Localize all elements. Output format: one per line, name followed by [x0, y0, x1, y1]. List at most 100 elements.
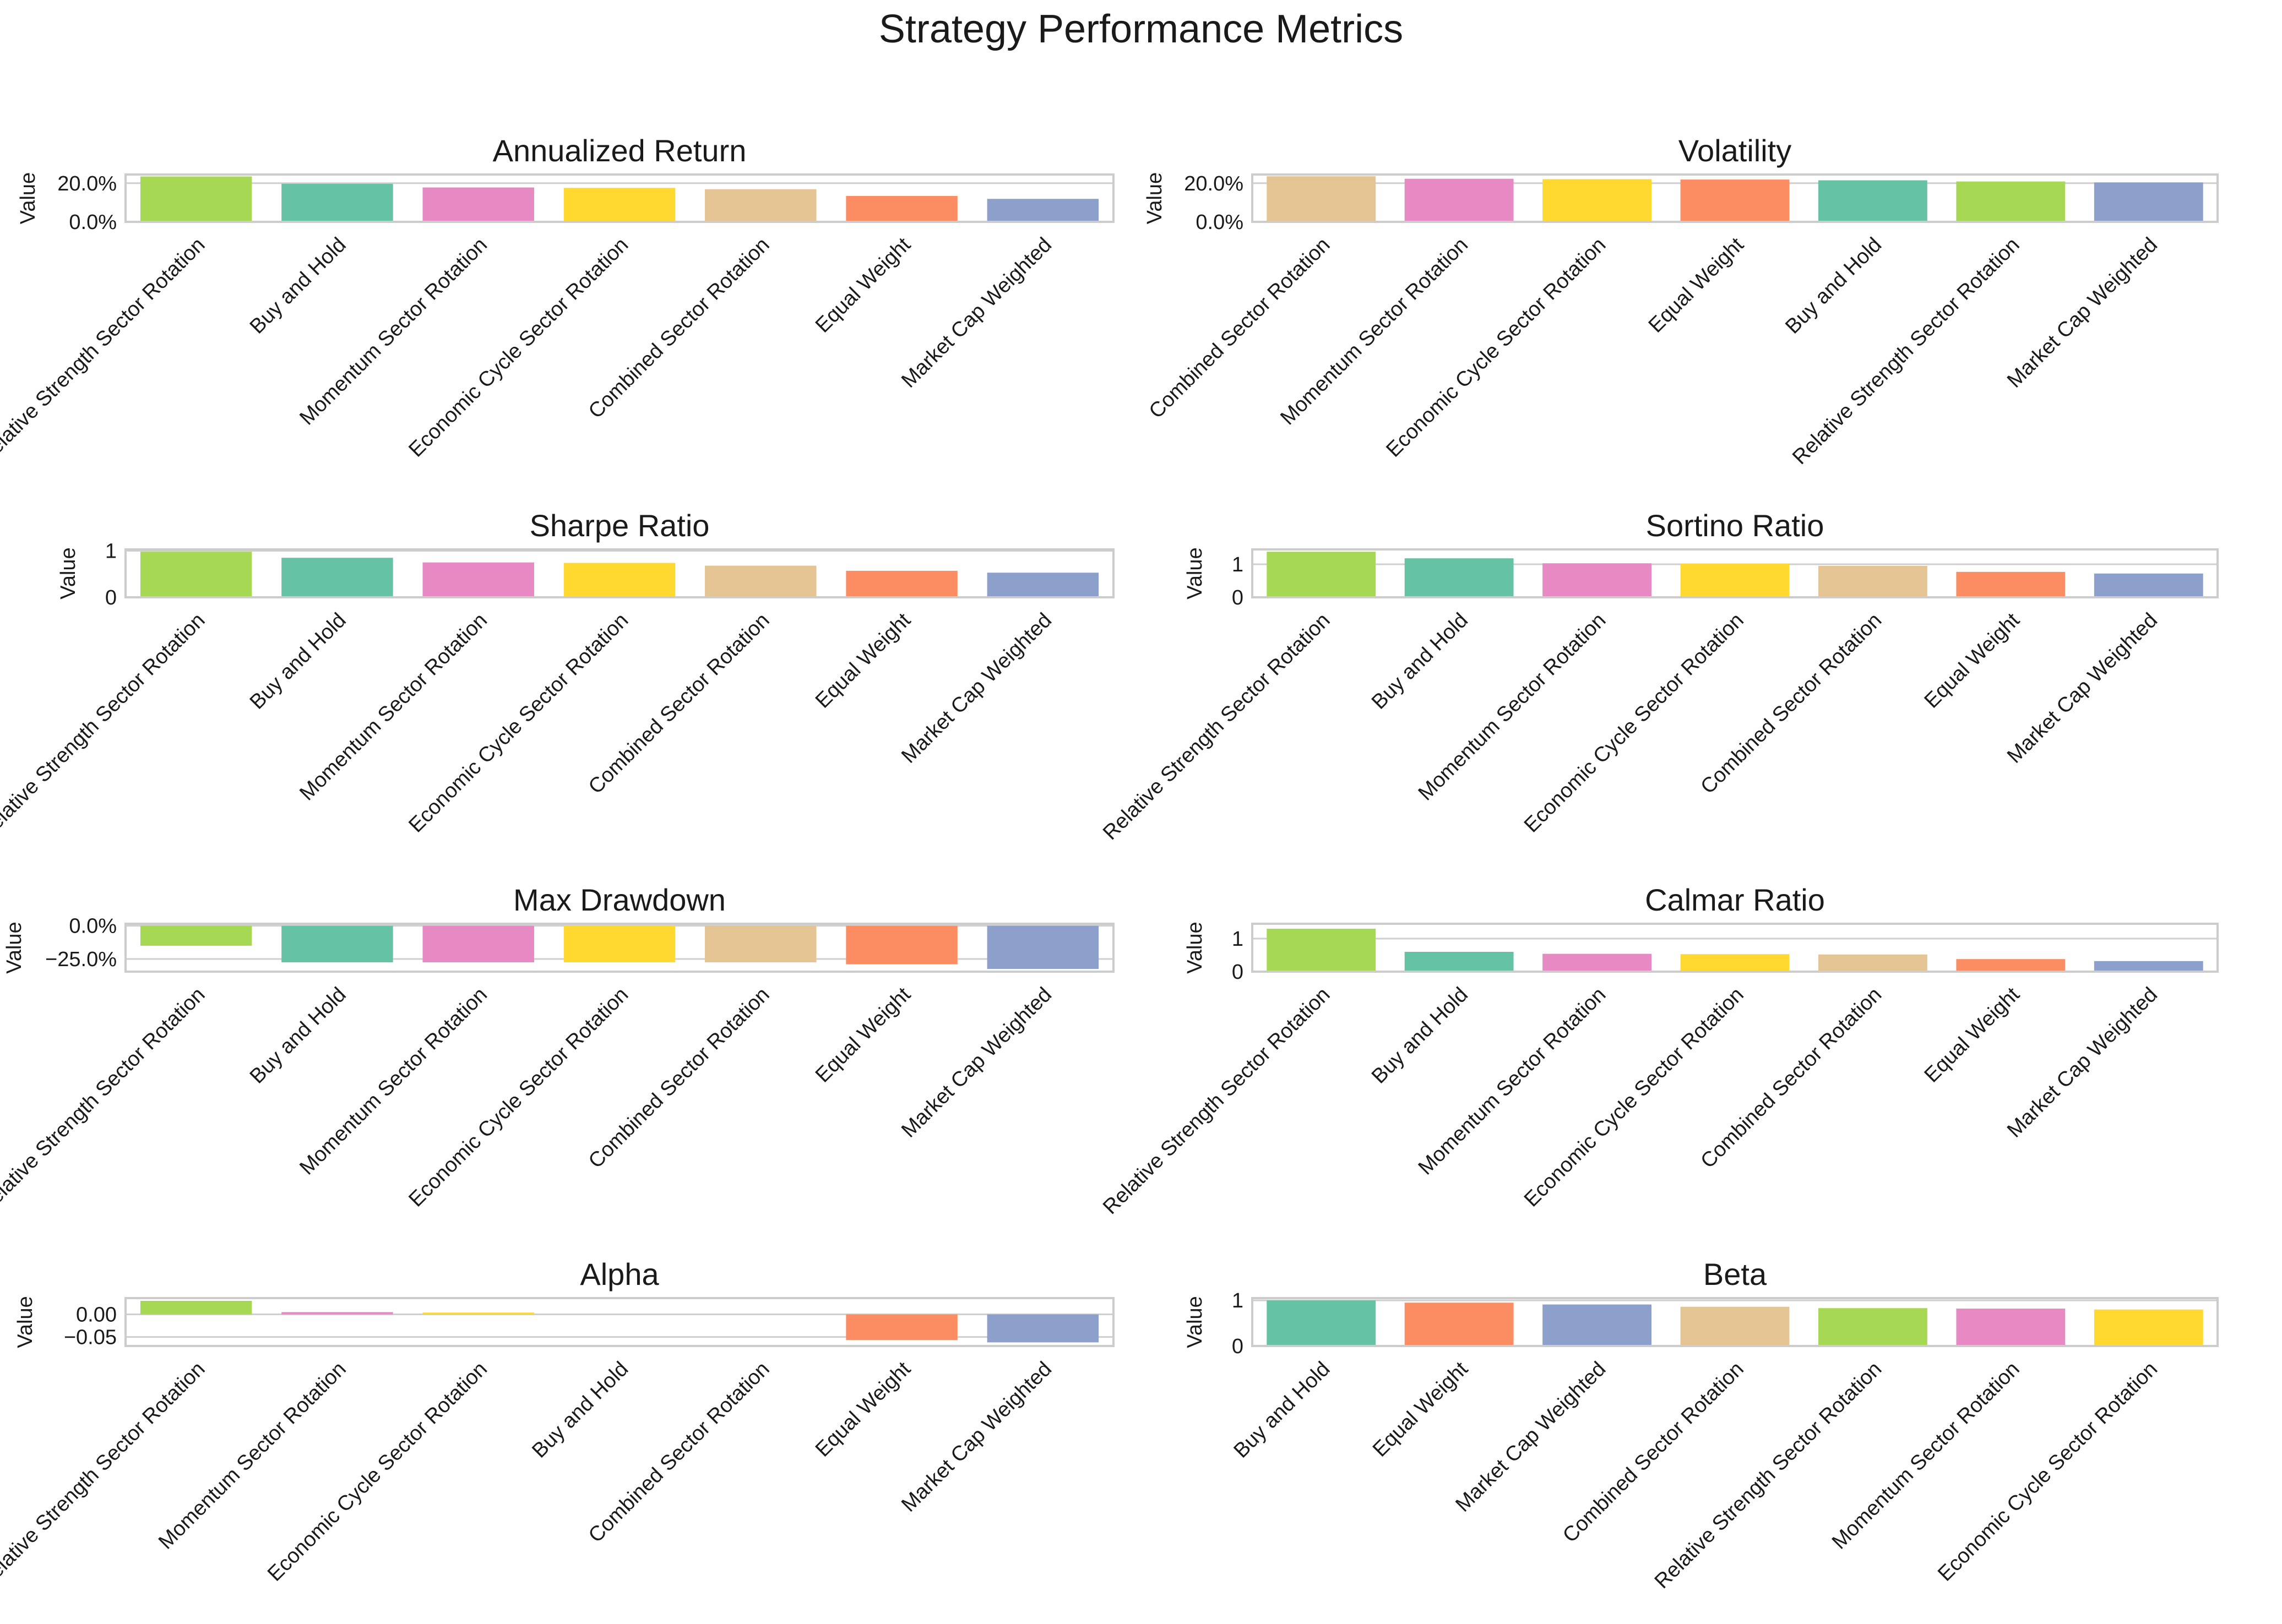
- x-tick-label: Equal Weight: [811, 233, 915, 337]
- bar: [140, 1300, 252, 1315]
- x-tick-label: Buy and Hold: [1367, 609, 1473, 714]
- x-tick-label: Relative Strength Sector Rotation: [1650, 1358, 1886, 1593]
- x-tick-label: Economic Cycle Sector Rotation: [404, 983, 633, 1212]
- bar: [846, 925, 958, 964]
- x-tick-label: Relative Strength Sector Rotation: [0, 609, 210, 844]
- x-tick-label: Equal Weight: [811, 983, 915, 1087]
- bar: [1818, 954, 1927, 972]
- x-tick-label: Buy and Hold: [246, 233, 351, 339]
- y-axis-label: Value: [3, 922, 26, 973]
- y-axis-label: Value: [1183, 547, 1207, 599]
- bar: [1680, 179, 1790, 222]
- bar: [1956, 181, 2066, 222]
- y-tick-label: 0.0%: [69, 211, 117, 234]
- x-tick-label: Market Cap Weighted: [1451, 1358, 1610, 1517]
- x-tick-label: Economic Cycle Sector Rotation: [1933, 1358, 2162, 1586]
- x-tick-label: Buy and Hold: [1367, 983, 1473, 1088]
- y-tick-label: 20.0%: [57, 172, 117, 195]
- x-tick-label: Market Cap Weighted: [2003, 233, 2162, 393]
- panel-title: Sortino Ratio: [1646, 508, 1824, 543]
- panel-title: Calmar Ratio: [1645, 882, 1825, 917]
- bar: [563, 925, 676, 963]
- x-tick-label: Economic Cycle Sector Rotation: [404, 233, 633, 462]
- plot-frame: [124, 923, 1115, 973]
- x-tick-label: Buy and Hold: [246, 609, 351, 714]
- bar: [1542, 179, 1651, 222]
- bar: [1267, 552, 1376, 597]
- bar: [140, 176, 252, 222]
- panel-sharpe-ratio: Relative Strength Sector Rotation Buy and…: [0, 508, 1115, 844]
- bar: [1404, 1303, 1514, 1346]
- bar: [422, 925, 534, 963]
- y-tick-label: 0: [1232, 1335, 1243, 1358]
- panel-title: Alpha: [580, 1257, 659, 1291]
- y-tick-label: 0: [1232, 586, 1243, 609]
- bar: [705, 565, 817, 597]
- x-tick-label: Market Cap Weighted: [897, 233, 1056, 393]
- plot-frame: [124, 1297, 1115, 1347]
- x-tick-label: Market Cap Weighted: [897, 1358, 1056, 1517]
- y-tick-label: 0.00: [76, 1304, 117, 1327]
- bar: [1542, 1304, 1651, 1346]
- plot-frame: [124, 548, 1115, 598]
- x-tick-label: Market Cap Weighted: [897, 609, 1056, 768]
- y-tick-label: 0.0%: [1196, 211, 1243, 234]
- x-tick-label: Equal Weight: [1644, 233, 1748, 337]
- y-axis-label: Value: [1143, 172, 1166, 224]
- x-tick-label: Buy and Hold: [1230, 1358, 1335, 1463]
- bar: [281, 558, 393, 597]
- bar: [1267, 176, 1376, 222]
- plot-frame: [124, 173, 1115, 223]
- bar: [987, 573, 1099, 597]
- bar: [563, 563, 676, 597]
- bar: [281, 183, 393, 222]
- plot-frame: [1251, 923, 2219, 973]
- bar: [1818, 180, 1927, 222]
- bar: [987, 199, 1099, 222]
- panel-annualized-return: Relative Strength Sector Rotation Buy and…: [0, 133, 1115, 469]
- bar: [846, 1314, 958, 1340]
- y-tick-label: 1: [105, 540, 117, 563]
- figure-title: Strategy Performance Metrics: [878, 7, 1404, 51]
- bar: [987, 925, 1099, 969]
- bar: [1542, 953, 1651, 972]
- x-tick-label: Equal Weight: [1920, 983, 2024, 1087]
- bar: [140, 552, 252, 597]
- bar: [1956, 959, 2066, 972]
- y-axis-label: Value: [17, 172, 40, 224]
- x-tick-label: Relative Strength Sector Rotation: [1099, 609, 1334, 844]
- x-tick-label: Relative Strength Sector Rotation: [0, 1358, 210, 1593]
- x-tick-label: Market Cap Weighted: [2003, 983, 2162, 1142]
- bar: [705, 925, 817, 963]
- bar: [1542, 563, 1651, 597]
- bar: [987, 1314, 1099, 1343]
- bar: [422, 562, 534, 597]
- x-tick-label: Buy and Hold: [246, 983, 351, 1088]
- bar: [1680, 954, 1790, 972]
- x-tick-label: Buy and Hold: [528, 1358, 633, 1463]
- panel-title: Volatility: [1678, 133, 1791, 168]
- panel-alpha: Relative Strength Sector RotationMomentu…: [0, 1257, 1115, 1593]
- y-tick-label: 20.0%: [1184, 172, 1243, 195]
- bar: [2094, 961, 2203, 972]
- y-axis-label: Value: [14, 1296, 37, 1348]
- x-tick-label: Buy and Hold: [1781, 233, 1886, 339]
- x-tick-label: Economic Cycle Sector Rotation: [1520, 983, 1748, 1212]
- bar: [563, 188, 676, 222]
- panel-sortino-ratio: Relative Strength Sector Rotation Buy and…: [1099, 508, 2219, 844]
- bar: [1404, 178, 1514, 222]
- x-tick-label: Relative Strength Sector Rotation: [1788, 233, 2024, 469]
- bar: [1680, 1306, 1790, 1346]
- y-tick-label: 0: [105, 586, 117, 609]
- bar: [281, 1312, 393, 1315]
- y-tick-label: 0.0%: [69, 915, 117, 938]
- bar: [281, 925, 393, 963]
- x-tick-label: Market Cap Weighted: [2003, 609, 2162, 768]
- y-tick-label: 1: [1232, 553, 1243, 576]
- y-axis-label: Value: [1183, 1296, 1207, 1348]
- x-tick-label: Relative Strength Sector Rotation: [1099, 983, 1334, 1219]
- x-tick-label: Equal Weight: [811, 608, 915, 712]
